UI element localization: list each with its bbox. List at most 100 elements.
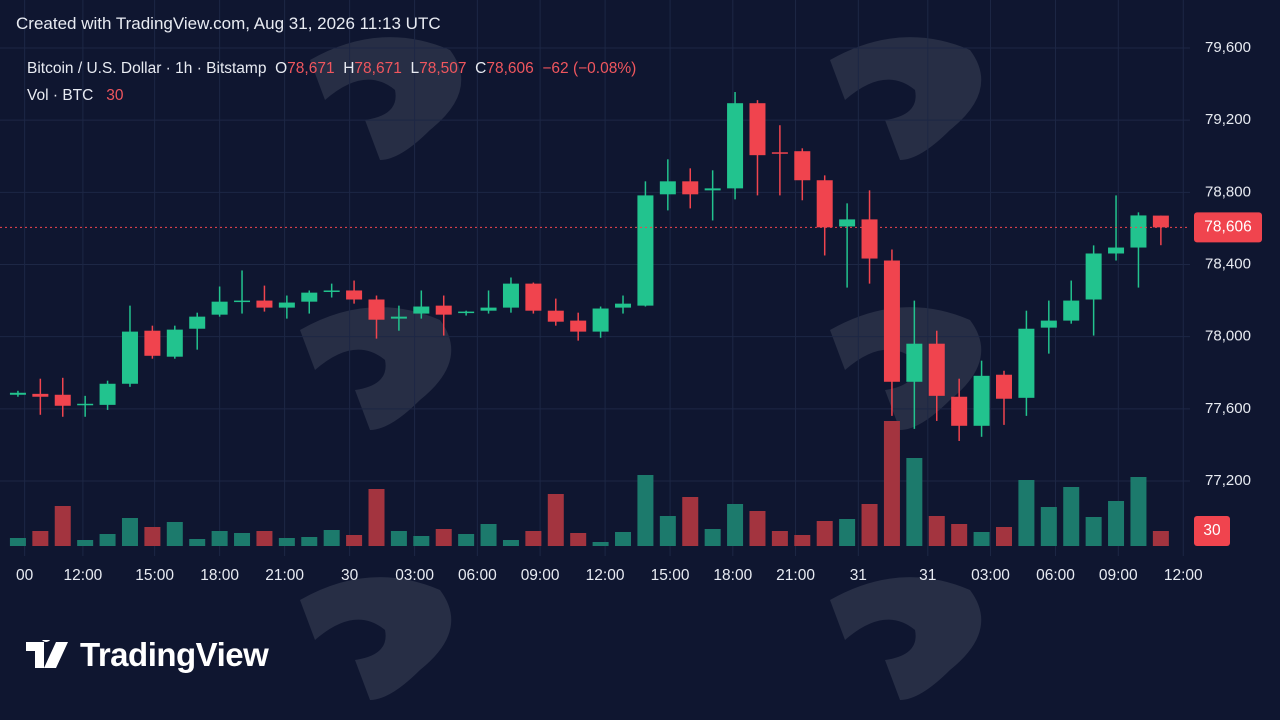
candle-body	[1130, 215, 1147, 248]
volume-bar	[928, 516, 945, 546]
candle-body	[99, 383, 116, 405]
volume-bar	[861, 504, 878, 546]
volume-bar	[346, 535, 363, 546]
watermarks	[300, 37, 982, 700]
y-tick-label: 78,000	[1205, 328, 1251, 345]
ohlc-label: L	[410, 60, 420, 77]
y-tick-label: 78,800	[1205, 183, 1251, 200]
grid	[0, 0, 1190, 556]
x-tick-label: 00	[16, 567, 34, 584]
candle-body	[637, 195, 654, 306]
logo-shape	[26, 640, 68, 668]
watermark	[830, 577, 982, 700]
x-tick-label: 06:00	[458, 567, 497, 584]
volume-bar	[839, 519, 856, 546]
candle-body	[816, 180, 833, 228]
volume-bar	[368, 489, 385, 546]
watermark	[830, 37, 982, 161]
logo: TradingView	[26, 636, 269, 674]
volume-bar	[166, 522, 183, 546]
y-tick-label: 79,200	[1205, 111, 1251, 128]
y-tick-label: 77,600	[1205, 400, 1251, 417]
volume-bar	[592, 542, 609, 546]
volume-bar	[458, 534, 475, 546]
candle-body	[883, 260, 900, 382]
candle-body	[1018, 328, 1035, 398]
volume-bar	[234, 533, 251, 546]
ohlc-label: C	[475, 60, 487, 77]
volume-bar	[973, 532, 990, 546]
volume-bar	[749, 511, 766, 546]
candle-body	[547, 310, 564, 322]
volume-bar	[99, 534, 116, 546]
volume-bar	[413, 536, 430, 546]
candle-body	[659, 181, 676, 195]
x-tick-label: 18:00	[200, 567, 239, 584]
x-tick-label: 12:00	[586, 567, 625, 584]
volume-bar	[323, 530, 340, 546]
ohlc-value: 78,606	[486, 60, 534, 77]
candle-body	[1040, 320, 1057, 328]
volume-bar	[144, 527, 161, 546]
candle-body	[749, 103, 766, 156]
volume-bar	[816, 521, 833, 546]
x-tick-label: 03:00	[395, 567, 434, 584]
x-tick-label: 15:00	[651, 567, 690, 584]
volume-label-box	[1194, 516, 1230, 546]
vol-value: 30	[106, 87, 124, 104]
candle-body	[390, 316, 407, 319]
candle-body	[301, 292, 318, 302]
volume-bar	[659, 516, 676, 546]
x-tick-label: 21:00	[776, 567, 815, 584]
volume-bar	[906, 458, 923, 546]
candle-body	[189, 316, 206, 329]
watermark	[830, 307, 982, 430]
volume-bar	[771, 531, 788, 546]
candle-body	[346, 290, 363, 300]
volume-bar	[570, 533, 587, 546]
candle-body	[54, 394, 71, 406]
candle-body	[906, 343, 923, 382]
volume-label: 30	[1203, 522, 1221, 539]
ohlc-label: O	[275, 60, 288, 77]
volume-bar	[1152, 531, 1169, 546]
candle-body	[32, 393, 49, 397]
candle-body	[570, 320, 587, 332]
candle-body	[166, 329, 183, 357]
candle-body	[211, 301, 228, 315]
candle-body	[121, 331, 138, 384]
candle-body	[77, 403, 94, 406]
volume-bar	[682, 497, 699, 546]
x-tick-label: 03:00	[971, 567, 1010, 584]
candle-body	[1085, 253, 1102, 300]
volume-bar	[1063, 487, 1080, 546]
candle-body	[323, 290, 340, 292]
candle-body	[928, 343, 945, 396]
candle-body	[1063, 300, 1080, 321]
x-tick-label: 15:00	[135, 567, 174, 584]
volume-bar	[1130, 477, 1147, 546]
volume-bar	[390, 531, 407, 546]
volume-bar	[525, 531, 542, 546]
candle-body	[480, 307, 497, 311]
volume-bar	[1018, 480, 1035, 546]
volume-bar	[278, 538, 295, 546]
volume-bar	[794, 535, 811, 546]
vol-label: Vol · BTC	[27, 87, 94, 104]
ohlc-value: 78,671	[287, 60, 335, 77]
y-tick-label: 77,200	[1205, 472, 1251, 489]
candle-body	[995, 374, 1012, 399]
created-note: Created with TradingView.com, Aug 31, 20…	[16, 14, 441, 33]
volume-bar	[704, 529, 721, 546]
y-tick-label: 79,600	[1205, 39, 1251, 56]
candle-body	[413, 306, 430, 314]
volume-bar	[1108, 501, 1125, 546]
symbol: Bitcoin / U.S. Dollar · 1h · Bitstamp	[27, 60, 267, 77]
volume-bar	[615, 532, 632, 546]
volume-bar	[54, 506, 71, 546]
volume-bar	[32, 531, 49, 546]
volume-bar	[435, 529, 452, 546]
volume-bar	[727, 504, 744, 546]
watermark	[310, 37, 462, 161]
